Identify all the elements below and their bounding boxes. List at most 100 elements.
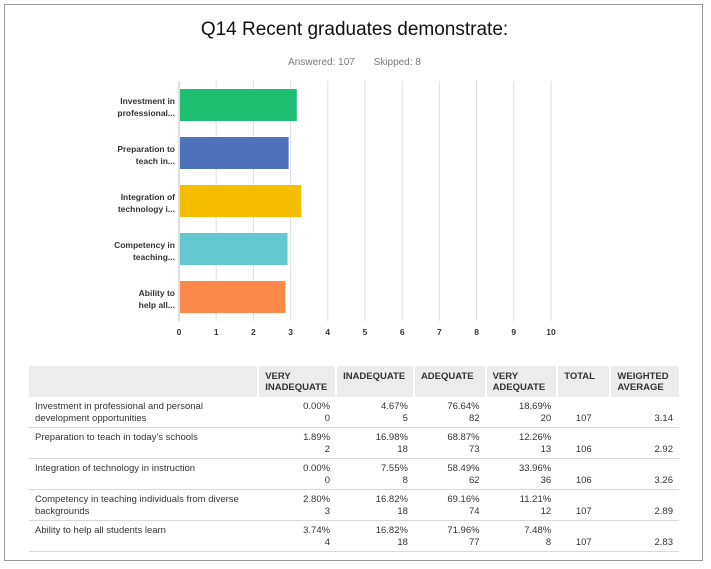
response-cell: 2.80% 3 — [258, 489, 337, 521]
category-label: Preparation to teach in... — [117, 144, 175, 166]
weighted-average-value: 3.14 — [610, 397, 679, 428]
response-cell: 0.00% 0 — [258, 397, 337, 428]
count-value: 2 — [324, 443, 331, 455]
column-header: VERY ADEQUATE — [484, 366, 558, 397]
skipped-count: Skipped: 8 — [373, 57, 421, 68]
bar-4 — [180, 233, 288, 265]
percent-value: 0.00% — [303, 401, 331, 412]
count-value: 0 — [324, 412, 331, 424]
row-label: Investment in professional and personal … — [29, 397, 259, 428]
count-value: 4 — [324, 536, 331, 548]
results-table: VERY INADEQUATE INADEQUATE ADEQUATE VERY AD… — [29, 366, 679, 552]
table-row: Investment in professional and personal … — [29, 397, 679, 428]
percent-value: 33.96% — [518, 463, 552, 474]
percent-value: 7.55% — [381, 463, 408, 474]
count-value: 8 — [545, 536, 552, 548]
weighted-average-value: 2.92 — [610, 427, 679, 459]
percent-value: 11.21% — [519, 494, 552, 505]
question-title: Q14 Recent graduates demonstrate: — [200, 19, 509, 40]
total-value: 107 — [557, 397, 611, 428]
percent-value: 4.67% — [381, 401, 408, 412]
column-header: INADEQUATE — [335, 366, 414, 397]
weighted-average-value: 2.89 — [610, 489, 679, 521]
percent-value: 58.49% — [447, 463, 480, 474]
x-tick-label: 10 — [546, 327, 556, 337]
response-summary: Answered: 107 Skipped: 8 — [5, 57, 704, 68]
count-value: 12 — [540, 505, 552, 517]
response-cell: 68.87% 73 — [413, 427, 486, 459]
response-cell: 16.98% 18 — [336, 427, 414, 459]
response-cell: 58.49% 62 — [413, 458, 486, 490]
count-value: 5 — [402, 412, 408, 424]
total-value: 107 — [557, 489, 611, 521]
x-tick-label: 8 — [474, 327, 479, 337]
weighted-average-value: 3.26 — [610, 458, 679, 490]
table-header-row: VERY INADEQUATE INADEQUATE ADEQUATE VERY AD… — [29, 366, 679, 397]
response-cell: 16.82% 18 — [336, 520, 414, 552]
bar-3 — [180, 185, 302, 217]
count-value: 62 — [468, 474, 480, 486]
x-tick-label: 2 — [251, 327, 256, 337]
response-cell: 7.55% 8 — [336, 458, 414, 490]
category-label: Integration of technology i... — [118, 192, 175, 214]
row-label: Preparation to teach in today's schools — [29, 427, 259, 459]
percent-value: 0.00% — [303, 463, 331, 474]
percent-value: 12.26% — [518, 432, 552, 443]
response-cell: 76.64% 82 — [413, 397, 486, 428]
row-label: Integration of technology in instruction — [29, 458, 259, 490]
response-cell: 33.96% 36 — [485, 458, 558, 490]
table-row: Competency in teaching individuals from … — [29, 489, 679, 521]
x-tick-label: 3 — [288, 327, 293, 337]
x-tick-label: 1 — [214, 327, 219, 337]
column-header: WEIGHTED AVERAGE — [609, 366, 679, 397]
total-value: 107 — [557, 520, 611, 552]
x-tick-label: 0 — [177, 327, 182, 337]
response-cell: 0.00% 0 — [258, 458, 337, 490]
count-value: 3 — [324, 505, 331, 517]
count-value: 13 — [540, 443, 552, 455]
count-value: 0 — [324, 474, 331, 486]
count-value: 20 — [540, 412, 552, 424]
bar-1 — [180, 89, 297, 121]
survey-panel: Q14 Recent graduates demonstrate: Answer… — [4, 4, 703, 561]
percent-value: 71.96% — [447, 525, 480, 536]
column-header: VERY INADEQUATE — [257, 366, 337, 397]
weighted-average-value: 2.83 — [610, 520, 679, 552]
table-row: Preparation to teach in today's schools 1… — [29, 427, 679, 459]
x-tick-label: 5 — [363, 327, 368, 337]
row-label: Competency in teaching individuals from … — [29, 489, 259, 521]
response-cell: 16.82% 18 — [336, 489, 414, 521]
count-value: 18 — [397, 536, 408, 548]
percent-value: 16.98% — [375, 432, 408, 443]
response-cell: 18.69% 20 — [485, 397, 558, 428]
percent-value: 16.82% — [375, 494, 408, 505]
x-tick-label: 6 — [400, 327, 405, 337]
count-value: 73 — [468, 443, 480, 455]
header-blank — [29, 366, 259, 397]
count-value: 8 — [402, 474, 408, 486]
percent-value: 68.87% — [447, 432, 480, 443]
total-value: 106 — [557, 427, 611, 459]
count-value: 18 — [397, 505, 408, 517]
count-value: 18 — [397, 443, 408, 455]
response-cell: 12.26% 13 — [485, 427, 558, 459]
response-cell: 71.96% 77 — [413, 520, 486, 552]
row-label: Ability to help all students learn — [29, 520, 259, 552]
count-value: 74 — [468, 505, 480, 517]
bar-chart: 0 1 2 3 4 5 6 7 8 9 10 Investment in professional...… — [114, 81, 556, 337]
count-value: 82 — [468, 412, 480, 424]
column-header: ADEQUATE — [412, 366, 486, 397]
response-cell: 1.89% 2 — [258, 427, 337, 459]
table-row: Ability to help all students learn 3.74% 4… — [29, 520, 679, 552]
percent-value: 7.48% — [524, 525, 552, 536]
bar-5 — [180, 281, 286, 313]
percent-value: 3.74% — [303, 525, 331, 536]
x-tick-label: 7 — [437, 327, 442, 337]
category-label: Ability to help all... — [139, 288, 175, 310]
response-cell: 7.48% 8 — [485, 520, 558, 552]
percent-value: 18.69% — [518, 401, 552, 412]
percent-value: 69.16% — [447, 494, 480, 505]
total-value: 106 — [557, 458, 611, 490]
count-value: 77 — [468, 536, 480, 548]
count-value: 36 — [540, 474, 552, 486]
